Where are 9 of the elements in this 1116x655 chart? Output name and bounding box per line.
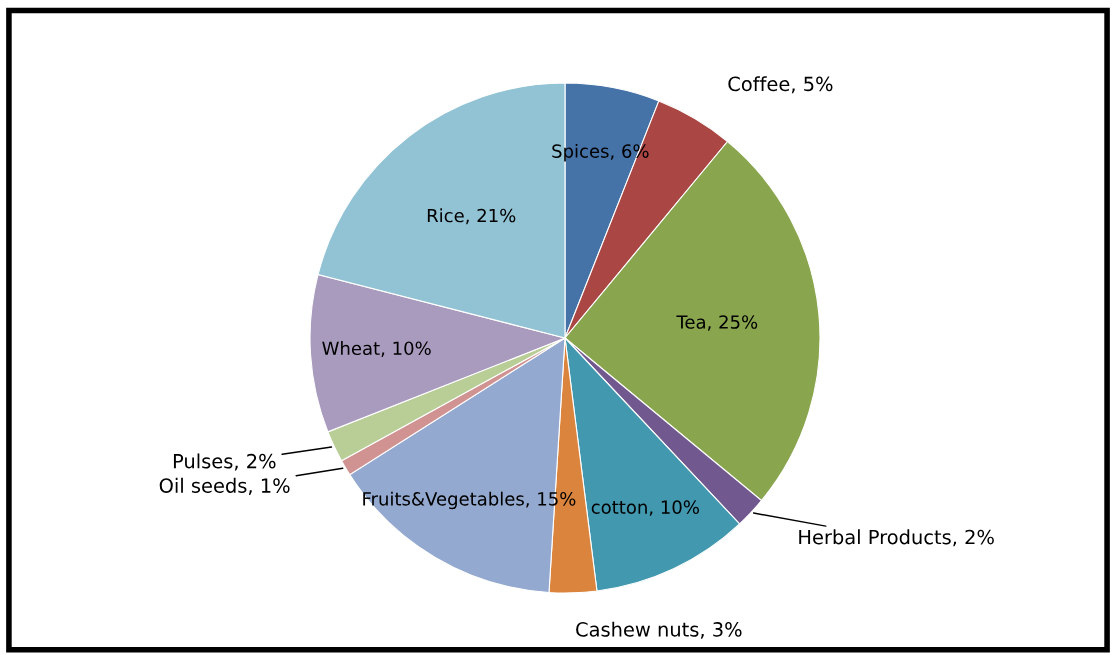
slice-label: Wheat, 10%	[322, 341, 431, 357]
slice-label: Herbal Products, 2%	[799, 529, 994, 547]
slice-label: Pulses, 2%	[173, 453, 276, 471]
slice-label: cotton, 10%	[591, 500, 699, 516]
slice-label: Oil seeds, 1%	[159, 477, 290, 495]
slice-label: Coffee, 5%	[728, 76, 833, 94]
slice-label: Tea, 25%	[676, 315, 758, 331]
slice-label: Cashew nuts, 3%	[576, 621, 742, 639]
slice-label: Rice, 21%	[427, 208, 516, 225]
